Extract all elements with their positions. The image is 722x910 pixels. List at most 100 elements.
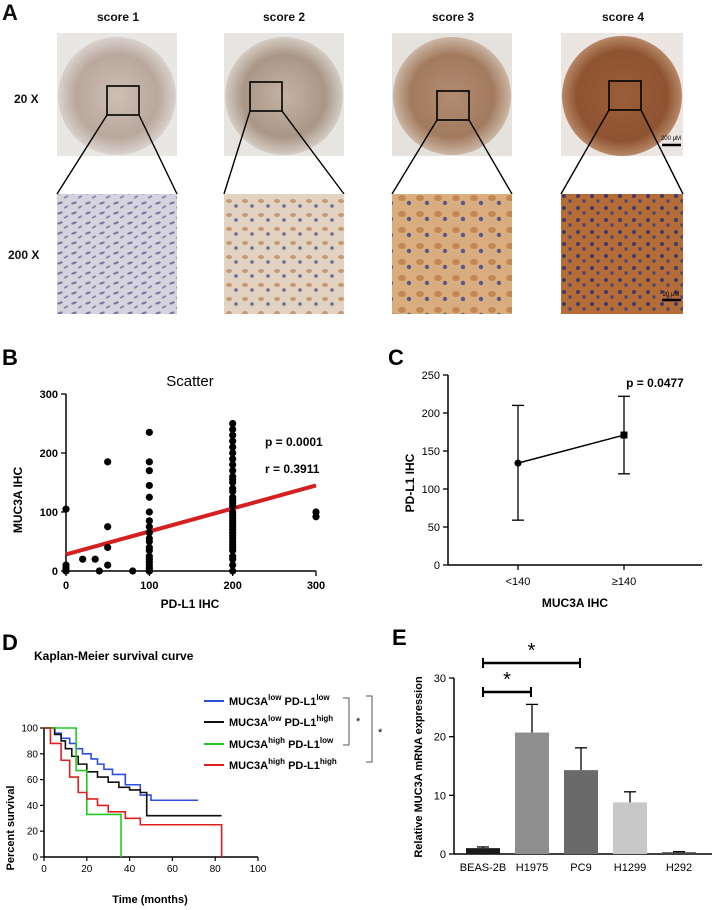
mean-point [514,459,522,467]
scatter-point [229,567,237,575]
y-tick-label: 100 [21,724,38,735]
scatter-point [145,467,153,475]
y-axis-label: Relative MUC3A mRNA expression [413,676,425,858]
scatter-point [62,567,70,575]
y-tick-label: 250 [422,370,440,382]
scatter-point [229,487,237,495]
survival-curve [44,727,199,802]
chart-title: Scatter [166,373,214,390]
scatter-point [145,508,153,516]
scatter-point [145,529,153,537]
panel-letter-b: B [2,345,18,370]
scatter-point [62,505,70,513]
scatter-point [229,449,237,457]
p-value-annotation: p = 0.0477 [626,376,684,390]
significance-bracket [343,697,350,746]
line-chart-c: C PD-L1 IHC MUC3A IHC p = 0.0477 0 50 100 1… [388,345,702,610]
magnification-label-20x: 20 X [14,92,39,106]
scatter-point [229,443,237,451]
panel-letter-d: D [2,630,18,655]
x-tick-label: ≥140 [612,576,636,588]
y-tick-label: 300 [40,389,58,401]
x-tick-label: 0 [63,580,69,592]
y-tick-label: 100 [422,484,440,496]
y-tick-label: 100 [40,507,58,519]
score-label-1: score 1 [96,10,140,24]
scalebar-label-bottom: 20 μM [663,292,680,298]
x-tick-label: BEAS-2B [460,862,506,874]
bar [564,770,598,854]
mean-line [517,434,625,464]
x-tick-label: H1975 [516,862,548,874]
bar [466,848,500,854]
scatter-point [229,437,237,445]
scatter-point [312,513,320,521]
r-value-annotation: r = 0.3911 [265,462,320,476]
scatter-point [79,555,87,563]
legend-label: MUC3Ahigh PD-L1low [229,736,334,751]
significance-star: * [528,640,536,662]
y-tick-label: 0 [32,853,38,864]
scatter-point [145,493,153,501]
regression-line [65,483,317,557]
x-tick-label: 80 [210,864,222,875]
scatter-point [104,543,112,551]
x-tick-label: 20 [81,864,93,875]
scatter-point [95,567,103,575]
x-tick-label: H292 [666,862,692,874]
x-axis-label: MUC3A IHC [542,596,609,610]
x-tick-label: 300 [307,580,325,592]
scatter-point [229,561,237,569]
scatter-point [229,467,237,475]
panel-letter-a: A [2,0,18,25]
bar [515,732,549,854]
scatter-point [229,461,237,469]
bar [613,802,647,854]
significance-star: * [503,669,511,691]
scatter-point [229,431,237,439]
scatter-point [229,455,237,463]
scatter-point [145,428,153,436]
y-axis-label: MUC3A IHC [11,467,25,534]
scatter-chart-b: B Scatter MUC3A IHC PD-L1 IHC p = 0.0001… [2,345,325,611]
y-tick-label: 20 [27,827,39,838]
y-tick-label: 200 [422,408,440,420]
x-tick-label: 0 [41,864,47,875]
y-tick-label: 80 [27,749,39,760]
scatter-point [104,523,112,531]
x-tick-label: PC9 [570,862,591,874]
y-tick-label: 40 [27,801,39,812]
y-tick-label: 0 [434,560,440,572]
scatter-point [229,502,237,510]
score-label-4: score 4 [601,10,645,24]
scatter-point [104,458,112,466]
y-tick-label: 10 [434,790,446,802]
scalebar-label-top: 200 μM [661,136,681,142]
y-tick-label: 20 [434,732,446,744]
y-tick-label: 150 [422,446,440,458]
scatter-point [229,546,237,554]
scatter-point [145,523,153,531]
scatter-point [104,561,112,569]
scatter-point [145,567,153,575]
bar [662,852,696,854]
scatter-point [145,458,153,466]
significance-star: * [378,727,383,739]
ihc-micrograph-figure: 200 μM 20 μM [56,33,684,314]
mean-point [620,431,628,439]
legend-label: MUC3Ahigh PD-L1high [229,757,337,772]
survival-curve [44,727,223,857]
legend-label: MUC3Alow PD-L1low [229,693,330,708]
x-tick-label: 60 [167,864,179,875]
y-axis-label: PD-L1 IHC [403,453,417,512]
scatter-point [145,481,153,490]
x-tick-label: 200 [223,580,241,592]
y-tick-label: 200 [40,448,58,460]
p-value-annotation: p = 0.0001 [265,435,323,449]
scatter-point [145,517,153,525]
scatter-point [229,425,237,433]
scatter-point [145,546,153,554]
legend-label: MUC3Alow PD-L1high [229,714,333,729]
x-axis-label: PD-L1 IHC [161,597,220,611]
y-tick-label: 0 [52,566,58,578]
